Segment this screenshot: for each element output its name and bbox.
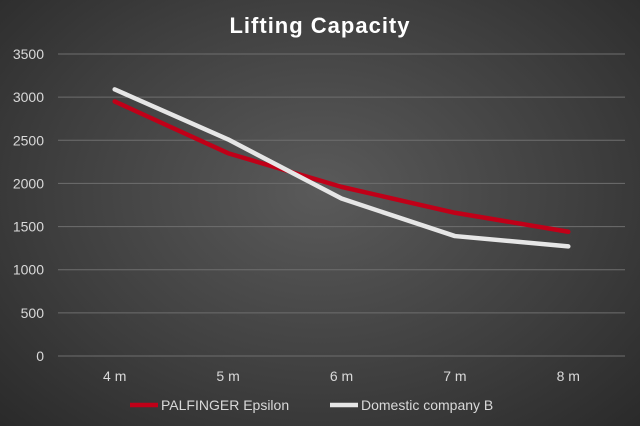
y-tick-label: 1000 <box>13 262 44 278</box>
legend-label: PALFINGER Epsilon <box>161 397 289 413</box>
x-tick-label: 5 m <box>216 368 239 384</box>
y-tick-label: 2500 <box>13 132 44 148</box>
x-tick-label: 8 m <box>557 368 580 384</box>
chart-title: Lifting Capacity <box>229 13 410 38</box>
y-tick-label: 2000 <box>13 175 44 191</box>
series-lines <box>112 87 571 249</box>
y-tick-label: 3500 <box>13 46 44 62</box>
x-axis-ticks: 4 m 5 m 6 m 7 m 8 m <box>103 368 580 384</box>
y-axis-ticks: 0 500 1000 1500 2000 2500 3000 3500 <box>13 46 44 364</box>
y-tick-label: 3000 <box>13 89 44 105</box>
y-tick-label: 500 <box>21 305 45 321</box>
y-tick-label: 0 <box>36 348 44 364</box>
legend-label: Domestic company B <box>361 397 493 413</box>
legend: PALFINGER Epsilon Domestic company B <box>130 397 493 413</box>
series-line-0 <box>112 99 571 234</box>
x-tick-label: 4 m <box>103 368 126 384</box>
gridlines <box>58 53 625 357</box>
x-tick-label: 7 m <box>443 368 466 384</box>
x-tick-label: 6 m <box>330 368 353 384</box>
y-tick-label: 1500 <box>13 219 44 235</box>
series-line-1 <box>112 87 571 249</box>
